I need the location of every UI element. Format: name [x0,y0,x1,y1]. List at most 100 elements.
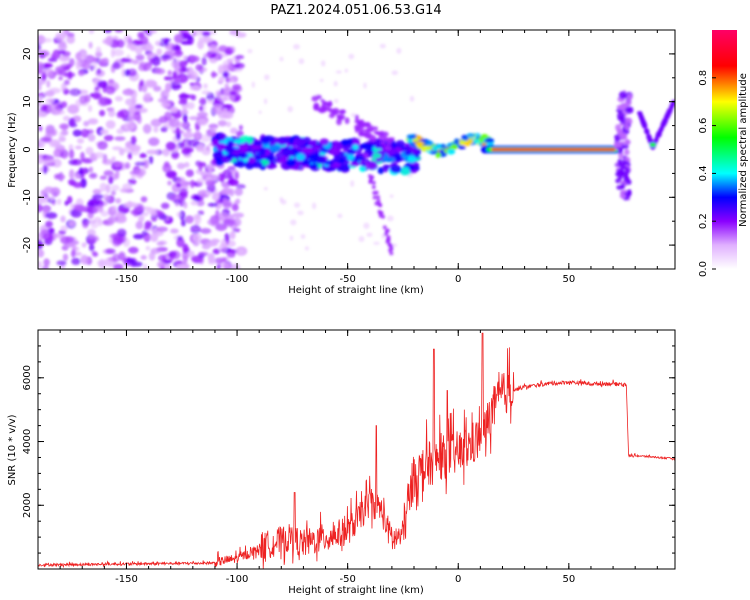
x-tick-label: -150 [115,274,138,285]
spectrogram-cell [103,170,114,177]
spectrogram-cell [197,251,209,257]
spectrogram-cell [295,137,307,147]
spectrogram-cell [191,70,198,81]
spectrogram-cell [71,257,81,265]
spectrogram-cell [97,80,108,89]
spectrogram-cell [131,113,141,121]
spectrogram-cell [153,126,159,133]
spectrogram-cell [125,98,136,106]
spectrogram-cell [51,70,64,75]
spectrogram-cell [232,227,241,233]
y-tick-label: 4000 [22,429,33,454]
spectrogram-cell [624,139,630,146]
spectrogram-cell [300,234,306,239]
x-tick-label: -50 [339,274,355,285]
spectrogram-cell [108,109,116,118]
spectrogram-cell [141,230,148,237]
spectrogram-cell [363,160,368,164]
spectrogram-cell [131,59,140,65]
spectrogram-cell [84,54,95,64]
spectrogram-cell [207,202,219,207]
spectrogram-cell [135,54,145,61]
spectrogram-cell [381,131,389,137]
spectrogram-cell [180,40,192,45]
spectrogram-cell [386,138,392,146]
spectrogram-cell [287,105,293,113]
spectrogram-cell [371,180,376,185]
spectrogram-cell [133,233,145,240]
spectrogram-cell [68,149,75,160]
spectrogram-cell [391,70,399,76]
spectrogram-cell [85,146,94,156]
spectrogram-cell [198,105,204,112]
spectrogram-cell [162,163,172,173]
spectrogram-cell [47,57,58,63]
spectrogram-cell [87,118,99,125]
spectrogram-cell [48,103,59,108]
spectrogram-cell [153,85,162,92]
spectrogram-cell [235,130,244,138]
spectrogram-cell [135,168,146,177]
spectrogram-cell [182,55,188,61]
spectrogram-cell [407,155,417,164]
spectrogram-cell [217,120,227,127]
spectrogram-cell [386,215,394,222]
snr-y-label: SNR (10 * v/v) [7,414,18,485]
spectrogram-cell [649,142,656,147]
spectrogram-cell [408,165,416,171]
spectrogram-cell [61,82,67,92]
spectrogram-cell [124,162,131,169]
spectrogram-cell [88,172,98,179]
spectrogram-cell [187,102,195,110]
spectrogram-cell [43,156,55,165]
spectrogram-cell [192,232,202,243]
spectrogram-cell [143,159,149,169]
spectrogram-cell [143,263,148,269]
spectrogram-cell [227,178,239,186]
spectrogram-cell [385,228,390,233]
spectrogram-cell [368,180,373,184]
spectrogram-cell [82,157,93,164]
spectrogram-cell [115,197,122,204]
spectrogram-cell [289,235,294,241]
spectrogram-cell [234,187,243,196]
spectrogram-cell [644,129,650,135]
spectrogram-cell [382,225,387,230]
spectrogram-cell [173,49,184,58]
spectrogram-y-label: Frequency (Hz) [7,112,18,188]
spectrogram-cell [203,53,212,58]
spectrogram-cell [379,43,386,49]
spectrogram-cell [163,76,173,81]
spectrogram-cell [190,224,201,234]
spectrogram-cell [347,154,355,161]
colorbar-tick-label: 0.2 [698,213,709,229]
spectrogram-cell [339,163,351,172]
spectrogram-cell [88,41,93,49]
spectrogram-cell [308,163,319,169]
spectrogram-cell [72,129,82,137]
spectrogram-cell [304,246,310,251]
spectrogram-cell [197,189,210,197]
snr-frame [37,329,676,570]
spectrogram-cell [114,95,123,102]
spectrogram-cell [114,30,124,33]
spectrogram-cell [112,235,124,246]
spectrogram-cell [263,187,268,191]
spectrogram-cell [231,263,241,269]
spectrogram-cell [68,220,76,227]
colorbar-tick-label: 0.0 [698,261,709,277]
spectrogram-cell [194,129,201,140]
spectrogram-cell [116,128,124,135]
spectrogram-cell [38,100,41,107]
spectrogram-cell [38,109,42,119]
spectrogram-cell [52,142,61,147]
spectrogram-cell [60,215,66,223]
spectrogram-cell [118,251,126,261]
spectrogram-cell [171,150,180,160]
snr-x-label: Height of straight line (km) [288,585,424,596]
spectrogram-cell [114,136,126,141]
spectrogram-cell [167,180,172,186]
spectrogram-cell [105,36,113,46]
spectrogram-cell [333,98,339,104]
spectrogram-cell [38,92,47,99]
